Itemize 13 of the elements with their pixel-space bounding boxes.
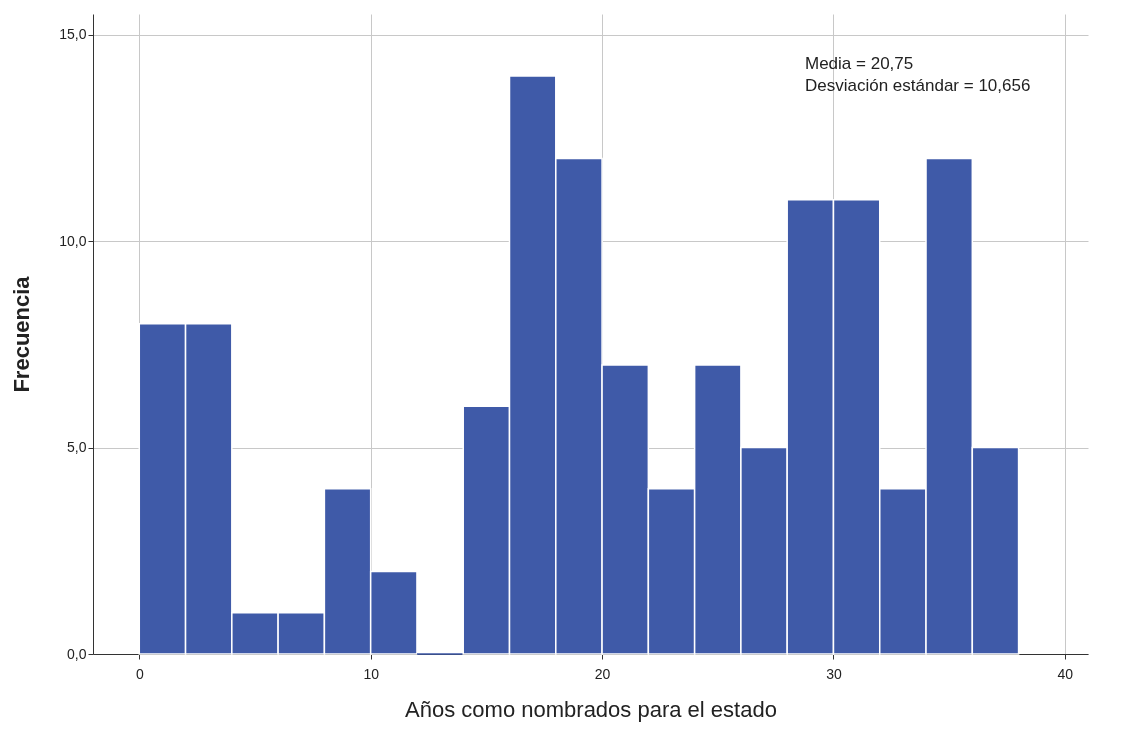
x-tick-label: 10 — [363, 665, 380, 682]
y-axis-title: Frecuencia — [9, 275, 35, 393]
y-tick-label: 0,0 — [67, 645, 87, 662]
x-tick-label: 20 — [594, 665, 611, 682]
y-tick-label: 5,0 — [67, 439, 87, 456]
y-tick-label: 10,0 — [59, 232, 87, 249]
y-tick-label: 15,0 — [59, 26, 87, 43]
annotation: Media = 20,75 — [805, 54, 914, 73]
x-tick-label: 30 — [826, 665, 842, 682]
annotation: Desviación estándar = 10,656 — [805, 76, 1031, 95]
x-tick-label: 40 — [1057, 665, 1074, 682]
x-axis-title: Años como nombrados para el estado — [405, 696, 777, 722]
x-tick-label: 0 — [135, 665, 144, 682]
